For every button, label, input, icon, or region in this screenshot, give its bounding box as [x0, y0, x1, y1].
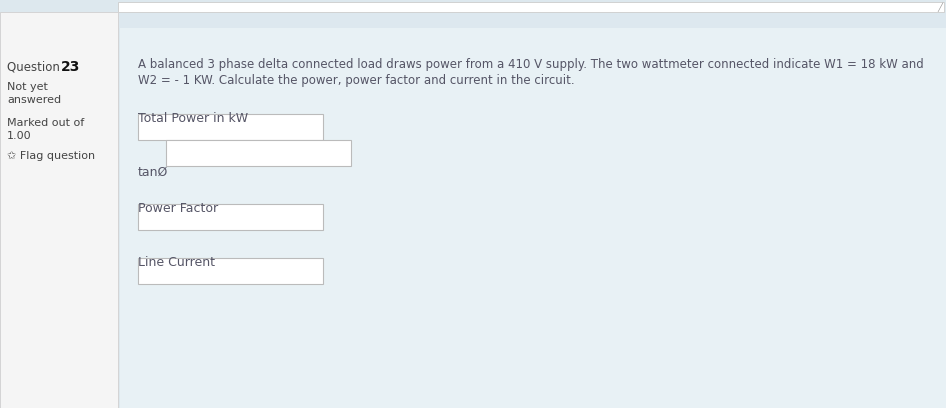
Text: Line Current: Line Current — [138, 256, 215, 269]
FancyBboxPatch shape — [166, 140, 351, 166]
Text: ╱: ╱ — [937, 2, 942, 12]
Text: Total Power in kW: Total Power in kW — [138, 112, 248, 125]
FancyBboxPatch shape — [138, 258, 323, 284]
Text: Not yet: Not yet — [7, 82, 48, 92]
Text: answered: answered — [7, 95, 61, 105]
Text: A balanced 3 phase delta connected load draws power from a 410 V supply. The two: A balanced 3 phase delta connected load … — [138, 58, 923, 71]
FancyBboxPatch shape — [118, 13, 946, 28]
Text: tanØ: tanØ — [138, 166, 168, 179]
FancyBboxPatch shape — [0, 12, 118, 408]
Text: 23: 23 — [61, 60, 80, 74]
FancyBboxPatch shape — [138, 114, 323, 140]
Text: Power Factor: Power Factor — [138, 202, 219, 215]
FancyBboxPatch shape — [138, 204, 323, 230]
Text: 1.00: 1.00 — [7, 131, 31, 141]
Text: ✩ Flag question: ✩ Flag question — [7, 151, 96, 161]
Text: Marked out of: Marked out of — [7, 118, 84, 128]
Text: Question: Question — [7, 60, 63, 73]
FancyBboxPatch shape — [120, 28, 946, 408]
FancyBboxPatch shape — [118, 2, 944, 12]
Text: W2 = - 1 KW. Calculate the power, power factor and current in the circuit.: W2 = - 1 KW. Calculate the power, power … — [138, 74, 574, 87]
